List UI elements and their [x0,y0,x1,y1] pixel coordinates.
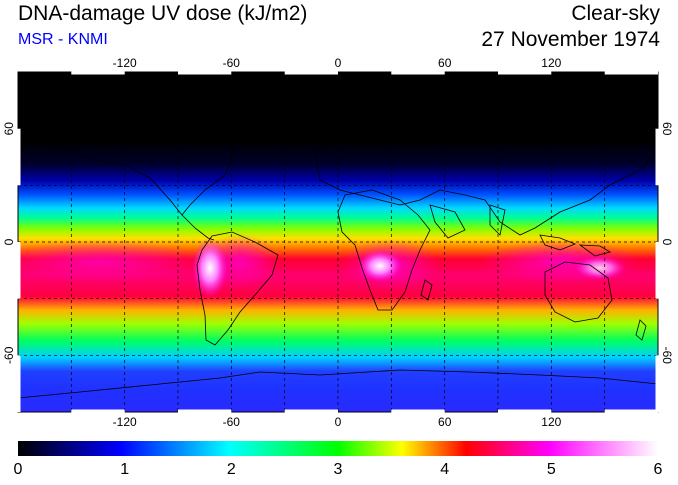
colorbar-tick: 0 [14,461,23,478]
lon-label-bottom: 60 [438,415,452,429]
lat-label-right: 0 [660,239,674,246]
graticule [18,72,658,412]
frame-ticks [17,71,659,413]
colorbar [18,441,658,456]
lon-label-top: -120 [113,56,137,70]
lon-label-bottom: -120 [113,415,137,429]
sky-condition: Clear-sky [571,2,660,25]
lon-label-bottom: -60 [223,415,241,429]
map-date: 27 November 1974 [481,28,660,51]
source-label: MSR - KNMI [18,31,108,48]
colorbar-tick: 6 [654,461,663,478]
lon-label-top: 120 [541,56,561,70]
lon-label-top: 0 [335,56,342,70]
colorbar-tick: 5 [547,461,556,478]
lon-label-bottom: 120 [541,415,561,429]
lon-label-bottom: 0 [335,415,342,429]
colorbar-tick: 4 [440,461,449,478]
lat-label-right: 60 [660,122,674,136]
lon-label-top: 60 [438,56,452,70]
lon-label-top: -60 [223,56,241,70]
colorbar-tick: 1 [120,461,129,478]
colorbar-tick: 3 [334,461,343,478]
lat-label-left: 60 [2,122,16,136]
lat-label-left: -60 [2,346,16,364]
lat-label-right: -60 [660,347,674,365]
coastlines [18,103,658,399]
map-title: DNA-damage UV dose (kJ/m2) [18,2,308,25]
colorbar-tick: 2 [227,461,236,478]
uv-hotspots [18,234,640,298]
lat-label-left: 0 [2,238,16,245]
